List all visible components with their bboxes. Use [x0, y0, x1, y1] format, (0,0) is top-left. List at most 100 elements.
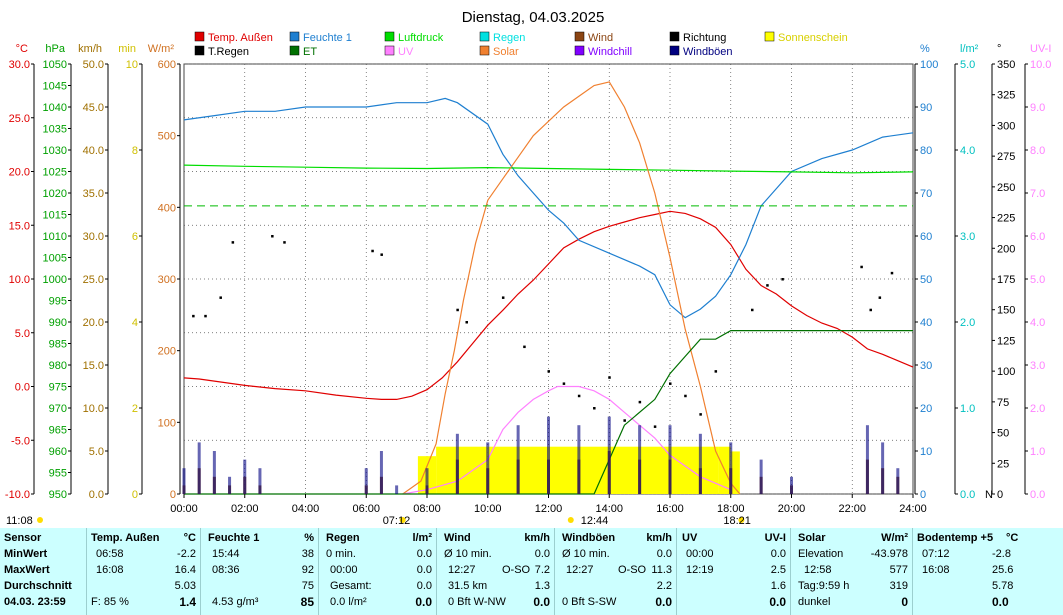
header-hum-unit: %: [304, 532, 314, 544]
axis-left-unit-4: W/m²: [148, 43, 175, 55]
solar-state: dunkel: [798, 596, 831, 608]
direction-point-19: [653, 425, 657, 428]
series-line-solar: [402, 81, 741, 495]
windb-en-bar-24: [790, 476, 793, 494]
uv-max: 2.5: [770, 564, 786, 576]
legend-swatch-sonnenschein: [764, 31, 775, 42]
windb-en-bar-14: [486, 442, 490, 494]
legend-swatch-t-regen: [194, 45, 205, 56]
windb-en-bar-27: [865, 425, 869, 494]
x-tick-label-1: 02:00: [231, 503, 259, 515]
windb-en-bar-28: [881, 442, 885, 494]
windb-en-bar-22: [729, 442, 733, 494]
stats-col-wind: Wind km/h Ø 10 min. 0.0 12:27 O-SO 7.2 3…: [436, 528, 555, 615]
legend-label-temp-au-en: Temp. Außen: [208, 32, 273, 44]
direction-point-22: [699, 413, 702, 416]
axis-left-label-1-18: 960: [49, 446, 67, 458]
axis-right-label-3-10: 0.0: [1030, 489, 1045, 501]
axis-right-label-2-3: 275: [997, 151, 1015, 163]
wind-r1-label: Ø 10 min.: [444, 548, 492, 560]
x-tick-label-11: 22:00: [838, 503, 866, 515]
axis-right-label-0-6: 40: [920, 317, 932, 329]
gust-r1: 0.0: [656, 548, 672, 560]
axis-left-label-4-4: 200: [158, 346, 176, 358]
axis-right-label-2-12: 50: [997, 428, 1009, 440]
axis-left-label-1-20: 950: [49, 489, 67, 501]
series-line-feuchte-1: [183, 97, 914, 319]
x-tick-label-10: 20:00: [778, 503, 806, 515]
solar-current: 0: [901, 595, 908, 609]
header-gust: Windböen: [562, 532, 616, 544]
axis-right-label-1-3: 2.0: [960, 317, 975, 329]
stats-col-temp: Temp. Außen °C 06:58 -2.2 16:08 16.4 5.0…: [86, 528, 201, 615]
rain-r2-label: 00:00: [330, 564, 358, 576]
windb-en-bar-20: [668, 425, 672, 494]
uv-min: 0.0: [770, 548, 786, 560]
direction-point-26: [781, 278, 784, 281]
axis-left-label-2-3: 35.0: [83, 188, 104, 200]
windb-en-bar-10: [379, 451, 383, 494]
direction-point-14: [577, 394, 581, 398]
row-label-min: MinWert: [4, 548, 48, 560]
axis-right-label-2-7: 175: [997, 274, 1015, 286]
solar-elevation-label: Elevation: [798, 548, 844, 560]
direction-point-5: [283, 241, 286, 244]
direction-point-29: [878, 296, 882, 299]
direction-point-8: [456, 308, 459, 312]
axis-left-label-1-10: 1000: [43, 274, 67, 286]
windb-en-bar-15: [516, 425, 520, 494]
header-gust-unit: km/h: [646, 532, 672, 544]
axis-right-unit-3: UV-I: [1030, 43, 1051, 55]
gust-avg: 2.2: [656, 580, 672, 592]
axis-left-label-1-17: 965: [49, 425, 67, 437]
axis-right-label-0-3: 70: [920, 188, 932, 200]
axis-left-label-1-5: 1025: [43, 167, 67, 179]
x-tick-label-8: 16:00: [656, 503, 684, 515]
direction-point-1: [204, 314, 207, 318]
rain-r4-label: 0.0 l/m²: [330, 596, 367, 608]
x-tick-label-5: 10:00: [474, 503, 502, 515]
hum-max-time: 08:36: [212, 564, 240, 576]
header-uv: UV: [682, 532, 698, 544]
windb-en-bar-18: [607, 416, 611, 494]
legend-label-solar: Solar: [493, 46, 519, 58]
axis-left-label-2-9: 5.0: [89, 446, 104, 458]
sun-marker-sunset: [738, 517, 745, 523]
series-lines: [182, 81, 914, 495]
rain-current: 0.0: [415, 595, 432, 609]
header-soil: Bodentemp +5: [917, 532, 994, 544]
axis-right-label-0-9: 10: [920, 446, 932, 458]
direction-point-17: [623, 419, 626, 422]
temp-min: -2.2: [177, 548, 196, 560]
axis-right-label-2-9: 125: [997, 335, 1015, 347]
soil-min-time: 07:12: [922, 548, 950, 560]
direction-point-9: [465, 321, 468, 324]
axis-left-label-1-3: 1035: [43, 124, 67, 136]
direction-point-3: [231, 241, 235, 244]
sunshine-bar-8: [639, 446, 670, 494]
axis-left-label-1-14: 980: [49, 360, 67, 372]
solar-elevation: -43.978: [870, 548, 908, 560]
axis-right-label-2-0: 350: [997, 59, 1015, 71]
direction-point-30: [890, 271, 894, 275]
direction-point-13: [562, 382, 566, 385]
stats-col-gust: Windböen km/h Ø 10 min. 0.0 12:27 O-SO 1…: [554, 528, 677, 615]
header-hum: Feuchte 1: [208, 532, 260, 544]
axis-right-bottom-label-2: N: [985, 489, 993, 501]
header-wind: Wind: [444, 532, 471, 544]
header-rain-unit: l/m²: [412, 532, 432, 544]
legend-label-richtung: Richtung: [683, 32, 726, 44]
header-uv-unit: UV-I: [764, 532, 786, 544]
axis-right-label-2-10: 100: [997, 366, 1015, 378]
stats-col-soil: Bodentemp +5 °C 07:12 -2.8 16:08 25.6 5.…: [912, 528, 1022, 615]
hum-current: 85: [300, 595, 314, 609]
axis-left-label-2-0: 50.0: [83, 59, 104, 71]
axis-left-label-2-1: 45.0: [83, 102, 104, 114]
direction-point-4: [271, 235, 274, 238]
axis-left-label-0-4: 10.0: [9, 274, 30, 286]
axis-right-label-3-3: 7.0: [1030, 188, 1045, 200]
axis-right-unit-2: °: [997, 43, 1001, 55]
direction-point-25: [766, 284, 769, 287]
legend-swatch-uv: [384, 45, 395, 56]
header-rain: Regen: [326, 532, 360, 544]
